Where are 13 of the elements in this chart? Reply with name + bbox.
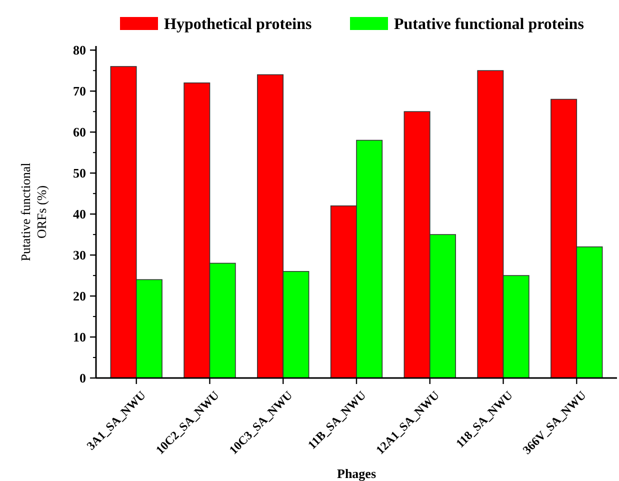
y-tick-label: 70 <box>73 84 86 99</box>
y-tick-label: 80 <box>73 42 86 58</box>
y-tick-label: 30 <box>73 248 86 263</box>
legend-label: Hypothetical proteins <box>164 16 312 33</box>
y-axis-title: Putative functional ORFs (%) <box>18 162 49 262</box>
y-tick-label: 50 <box>73 166 86 181</box>
y-tick-label: 0 <box>80 370 86 386</box>
x-axis-title: Phages <box>337 466 376 481</box>
y-tick-label: 20 <box>73 288 86 304</box>
legend-label: Putative functional proteins <box>394 16 584 33</box>
y-tick-label: 10 <box>73 330 86 345</box>
y-tick-label: 40 <box>73 206 86 222</box>
y-tick-label: 60 <box>73 124 86 140</box>
